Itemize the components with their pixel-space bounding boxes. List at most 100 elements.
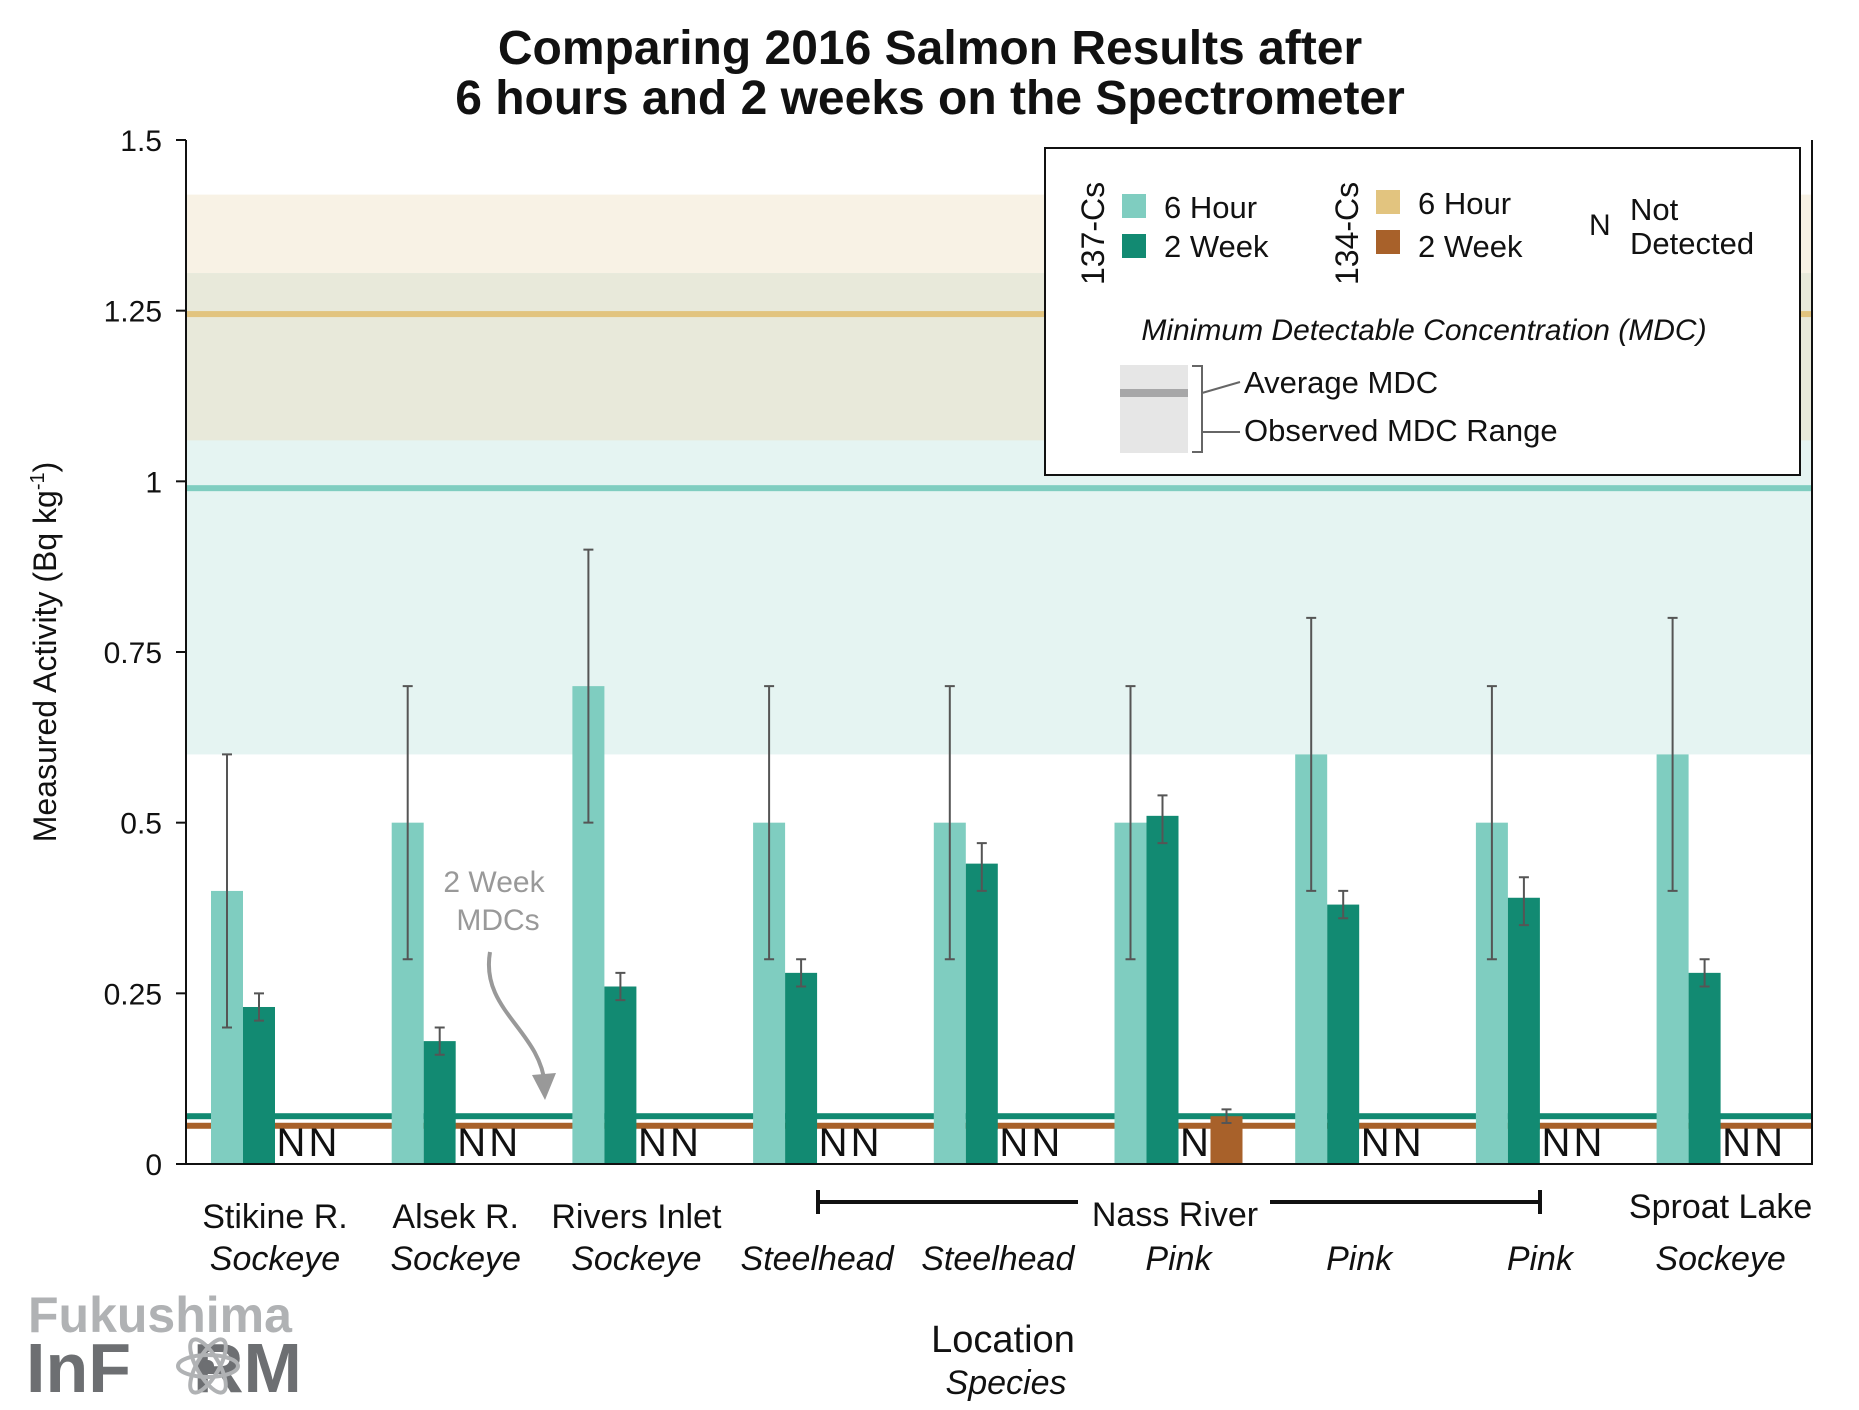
y-tick-label: 1 [145, 466, 162, 499]
nd-background [1359, 1129, 1392, 1164]
x-tick-species: Pink [1507, 1240, 1575, 1278]
mdc-avg-137-6h [186, 485, 1812, 492]
not-detected-label: N [489, 1121, 518, 1165]
x-axis-sublabel: Species [946, 1364, 1067, 1402]
legend-swatch-137-2w [1122, 234, 1146, 258]
error-bar [764, 685, 775, 961]
error-bar [796, 958, 807, 988]
not-detected-label: N [1031, 1121, 1060, 1165]
not-detected-label: N [851, 1121, 880, 1165]
x-tick-location: Rivers Inlet [551, 1198, 722, 1236]
legend-label: 6 Hour [1418, 186, 1511, 221]
mdc-avg-137-2w [186, 1113, 1812, 1120]
x-tick-species: Pink [1145, 1240, 1213, 1278]
atom-icon [176, 1337, 240, 1395]
nd-background [997, 1129, 1030, 1164]
error-bar [1518, 876, 1529, 927]
error-bar [402, 685, 413, 961]
chart-title: Comparing 2016 Salmon Results after [498, 22, 1362, 75]
bar [1507, 897, 1540, 1164]
bar [243, 1006, 275, 1164]
error-bar [583, 548, 594, 824]
x-tick-species: Steelhead [741, 1240, 895, 1278]
bar [785, 972, 818, 1164]
not-detected-label: N [1541, 1121, 1570, 1165]
logo-line1: Fukushima [28, 1287, 293, 1343]
error-bar [1486, 685, 1497, 961]
x-tick-species: Pink [1326, 1240, 1394, 1278]
legend-n-symbol: N [1589, 209, 1611, 242]
error-bar [1338, 889, 1349, 920]
y-tick-label: 0.5 [120, 808, 162, 841]
not-detected-label: N [1722, 1121, 1751, 1165]
annotation-line2: MDCs [456, 904, 539, 937]
not-detected-label: N [1754, 1121, 1783, 1165]
not-detected-label: N [309, 1121, 338, 1165]
y-axis-label: Measured Activity (Bq kg-1) [27, 462, 63, 843]
bar [1327, 904, 1360, 1164]
y-tick-label: 0 [145, 1149, 162, 1182]
not-detected-label: N [819, 1121, 848, 1165]
error-bar [1699, 958, 1710, 988]
legend-bracket [1192, 365, 1241, 453]
x-tick-location: Nass River [1092, 1196, 1258, 1234]
chart-title-line2: 6 hours and 2 weeks on the Spectrometer [455, 72, 1405, 125]
nd-background [1391, 1129, 1424, 1164]
legend-group-134: 134-Cs [1329, 182, 1365, 285]
bar [423, 1041, 456, 1164]
error-bar [976, 842, 987, 892]
nd-background [275, 1129, 307, 1164]
not-detected-label: N [1573, 1121, 1602, 1165]
error-bar [254, 992, 264, 1022]
legend-label: 6 Hour [1164, 190, 1257, 225]
nd-background [307, 1129, 339, 1164]
mdc-avg-134-2w [186, 1122, 1812, 1129]
logo: Fukushima InF RM [26, 1287, 302, 1407]
legend-swatch-137-6h [1122, 194, 1146, 218]
error-bar [615, 971, 626, 1002]
x-tick-location: Sproat Lake [1629, 1188, 1812, 1226]
nd-background [455, 1129, 488, 1164]
legend-detected: Detected [1630, 226, 1754, 261]
x-tick-location: Stikine R. [202, 1198, 348, 1236]
nd-background [1571, 1129, 1604, 1164]
annotation-line1: 2 Week [443, 866, 545, 899]
error-bar [434, 1026, 445, 1056]
nd-background [1720, 1129, 1753, 1164]
not-detected-label: N [670, 1121, 699, 1165]
y-tick-label: 0.75 [104, 637, 162, 670]
legend-range-mdc: Observed MDC Range [1244, 413, 1558, 448]
error-bar [944, 685, 955, 961]
not-detected-label: N [1393, 1121, 1422, 1165]
error-bar [222, 753, 232, 1029]
bar [1210, 1116, 1243, 1164]
x-tick-location: Alsek R. [392, 1198, 519, 1236]
mdc-avg-134-6h [186, 311, 1812, 318]
nd-background [487, 1129, 520, 1164]
not-detected-label: N [1361, 1121, 1390, 1165]
nd-background [849, 1129, 882, 1164]
legend-group-137: 137-Cs [1075, 182, 1111, 285]
error-bar [1667, 616, 1678, 892]
error-bar [1306, 616, 1317, 892]
not-detected-label: N [999, 1121, 1028, 1165]
y-tick-label: 1.5 [120, 125, 162, 158]
bar [604, 986, 637, 1164]
legend-mdc-average-swatch [1120, 389, 1188, 397]
legend-mdc-title: Minimum Detectable Concentration (MDC) [1141, 314, 1706, 347]
nass-river-bracket [816, 1190, 1542, 1214]
x-tick-species: Steelhead [921, 1240, 1075, 1278]
x-tick-species: Sockeye [210, 1240, 340, 1278]
not-detected-label: N [638, 1121, 667, 1165]
nd-background [668, 1129, 701, 1164]
y-tick-label: 1.25 [104, 296, 162, 329]
bar [1688, 972, 1721, 1164]
annotation-2-week-mdcs: 2 Week MDCs [443, 866, 556, 1100]
nd-background [1178, 1129, 1211, 1164]
arrow-icon [486, 951, 547, 1086]
y-tick-label: 0.25 [104, 978, 162, 1011]
not-detected-label: N [1180, 1121, 1209, 1165]
nd-background [1539, 1129, 1572, 1164]
bar [1146, 815, 1179, 1164]
